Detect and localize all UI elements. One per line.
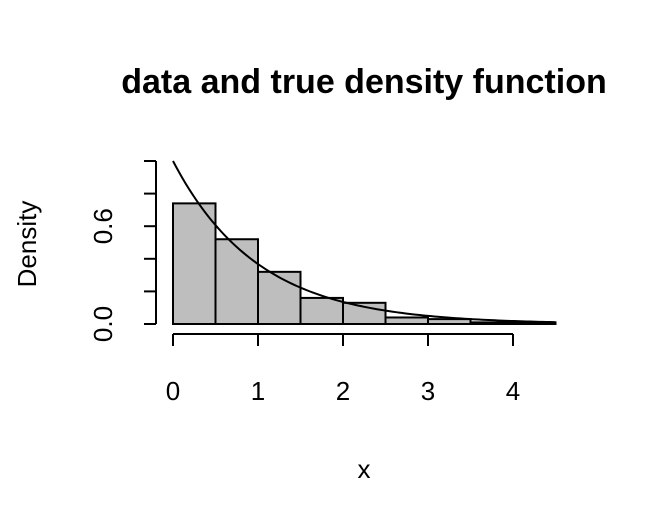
- y-tick-label-0: 0.0: [88, 306, 118, 342]
- histogram-bar-7: [469, 321, 514, 325]
- y-axis-label: Density: [12, 201, 42, 288]
- histogram-bar-1: [214, 238, 259, 326]
- histogram-bar-2: [257, 270, 302, 325]
- x-tick-label-1: 1: [251, 376, 265, 406]
- chart-title: data and true density function: [121, 63, 606, 101]
- x-tick-label-4: 4: [506, 376, 520, 406]
- histogram-bar-0: [172, 202, 217, 326]
- x-tick-label-2: 2: [336, 376, 350, 406]
- histogram-bars: [172, 202, 557, 326]
- y-axis: 0.0 0.6: [88, 160, 157, 342]
- true-density-curve: [172, 160, 556, 324]
- x-tick-label-0: 0: [166, 376, 180, 406]
- y-tick-label-3: 0.6: [88, 208, 118, 244]
- x-axis: 0 1 2 3 4: [166, 333, 520, 406]
- x-tick-label-3: 3: [421, 376, 435, 406]
- histogram-bar-3: [299, 296, 344, 326]
- x-axis-label: x: [358, 454, 371, 484]
- histogram-bar-6: [427, 318, 472, 325]
- histogram-bar-5: [384, 316, 429, 326]
